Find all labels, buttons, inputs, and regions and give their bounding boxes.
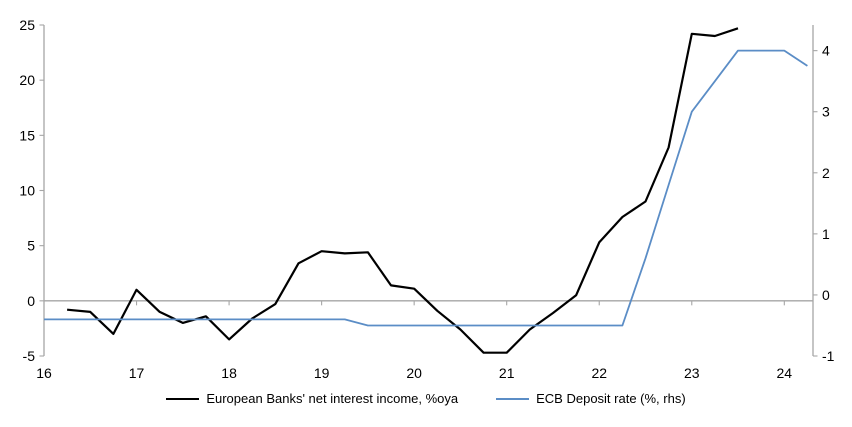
x-axis-tick-label: 22 <box>591 365 607 381</box>
right-axis-tick-label: -1 <box>822 348 835 364</box>
legend-item-ecb-deposit-rate: ECB Deposit rate (%, rhs) <box>496 391 686 406</box>
series-line-0 <box>66 27 739 354</box>
right-axis-tick-label: 2 <box>822 165 830 181</box>
right-axis-tick-label: 4 <box>822 43 830 59</box>
x-axis-tick-label: 21 <box>499 365 515 381</box>
x-axis-tick-label: 19 <box>314 365 330 381</box>
legend-label-net-interest-income: European Banks' net interest income, %oy… <box>206 391 459 406</box>
left-axis-tick-label: 15 <box>19 127 35 143</box>
right-axis-tick-label: 0 <box>822 287 830 303</box>
legend-label-ecb-deposit-rate: ECB Deposit rate (%, rhs) <box>536 391 686 406</box>
series-line-1 <box>44 49 808 327</box>
left-axis-tick-label: 5 <box>27 238 35 254</box>
legend: European Banks' net interest income, %oy… <box>0 391 852 406</box>
left-axis-tick-label: 20 <box>19 72 35 88</box>
x-axis-tick-label: 24 <box>777 365 793 381</box>
legend-item-net-interest-income: European Banks' net interest income, %oy… <box>166 391 458 406</box>
x-axis-tick-label: 16 <box>36 365 52 381</box>
x-axis-tick-label: 23 <box>684 365 700 381</box>
left-axis-tick-label: 0 <box>27 293 35 309</box>
x-axis-tick-label: 17 <box>129 365 145 381</box>
left-axis-tick-label: 25 <box>19 17 35 33</box>
left-axis-tick-label: 10 <box>19 183 35 199</box>
legend-line-swatch-blue <box>496 397 530 400</box>
left-axis-tick-label: -5 <box>23 348 36 364</box>
right-axis-tick-label: 1 <box>822 226 830 242</box>
legend-line-swatch-black <box>166 397 200 400</box>
x-axis-tick-label: 18 <box>221 365 237 381</box>
x-axis-tick-label: 20 <box>406 365 422 381</box>
right-axis-tick-label: 3 <box>822 104 830 120</box>
